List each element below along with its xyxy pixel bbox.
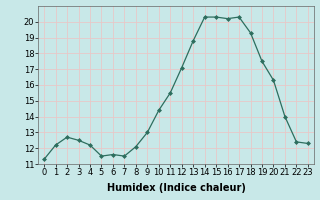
X-axis label: Humidex (Indice chaleur): Humidex (Indice chaleur): [107, 183, 245, 193]
